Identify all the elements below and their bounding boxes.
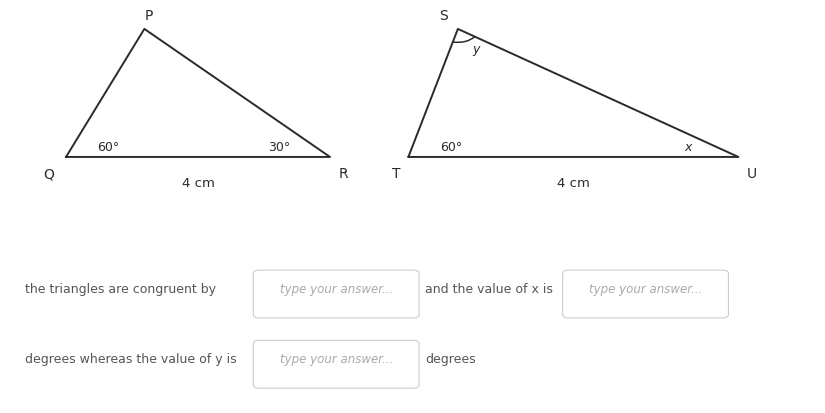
Text: type your answer...: type your answer... xyxy=(280,353,393,366)
Text: y: y xyxy=(473,43,480,56)
Text: R: R xyxy=(338,167,348,181)
Text: degrees whereas the value of y is: degrees whereas the value of y is xyxy=(25,353,237,366)
Text: 4 cm: 4 cm xyxy=(557,177,590,190)
Text: Q: Q xyxy=(43,167,54,181)
Text: 60°: 60° xyxy=(440,141,462,154)
Text: type your answer...: type your answer... xyxy=(589,282,702,296)
Text: 4 cm: 4 cm xyxy=(182,177,214,190)
Text: U: U xyxy=(747,167,757,181)
FancyBboxPatch shape xyxy=(253,340,419,388)
Text: 60°: 60° xyxy=(97,141,120,154)
Text: type your answer...: type your answer... xyxy=(280,282,393,296)
Text: x: x xyxy=(685,141,692,154)
Text: the triangles are congruent by: the triangles are congruent by xyxy=(25,282,216,296)
Text: degrees: degrees xyxy=(425,353,475,366)
Text: P: P xyxy=(144,9,153,23)
FancyBboxPatch shape xyxy=(563,270,728,318)
Text: 30°: 30° xyxy=(268,141,290,154)
Text: S: S xyxy=(439,9,447,23)
Text: and the value of x is: and the value of x is xyxy=(425,282,553,296)
FancyBboxPatch shape xyxy=(253,270,419,318)
Text: T: T xyxy=(392,167,400,181)
